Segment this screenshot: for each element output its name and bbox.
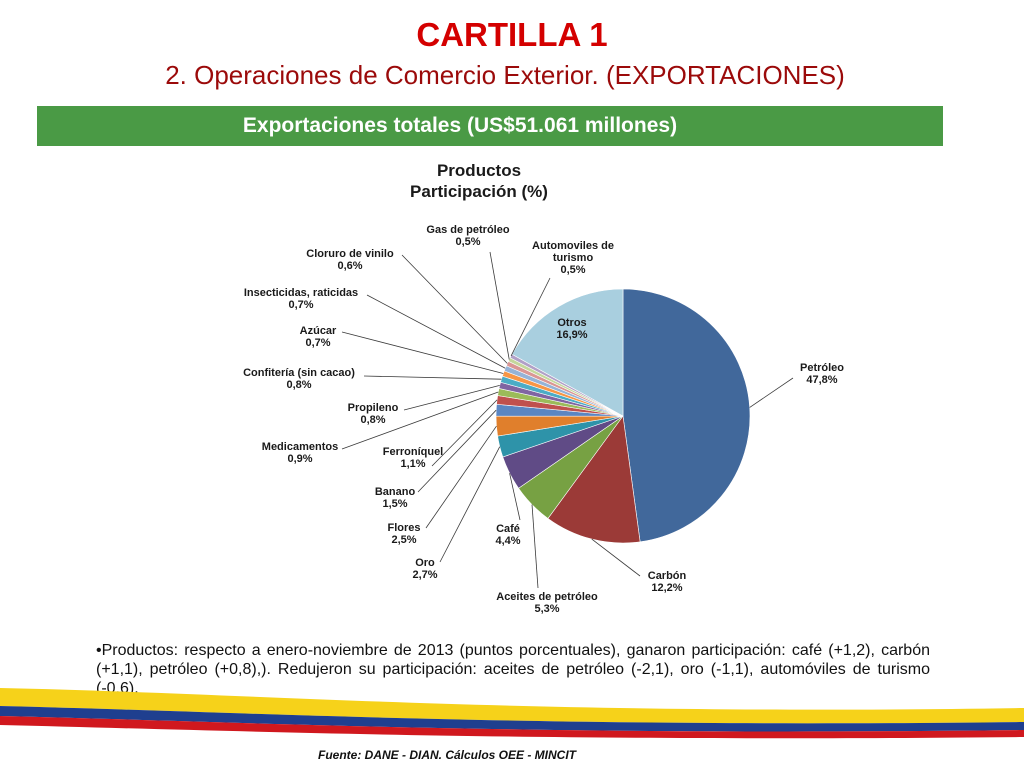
leader-line bbox=[509, 473, 521, 521]
leader-line bbox=[489, 251, 510, 360]
slice-label: Cloruro de vinilo bbox=[306, 248, 394, 260]
slice-label: Confitería (sin cacao) bbox=[243, 367, 355, 379]
leader-line bbox=[341, 391, 499, 450]
leader-line bbox=[341, 331, 504, 374]
leader-line bbox=[439, 446, 501, 563]
slice-label: Aceites de petróleo bbox=[496, 591, 598, 603]
slice-label: Medicamentos bbox=[262, 441, 338, 453]
slice-label: Insecticidas, raticidas bbox=[244, 287, 358, 299]
pie-slice bbox=[547, 415, 641, 544]
slice-value-label: 5,3% bbox=[534, 603, 559, 615]
slice-label: Propileno bbox=[348, 402, 399, 414]
slice-value-label: 0,8% bbox=[286, 379, 311, 391]
slice-value-label: 1,1% bbox=[400, 458, 425, 470]
source-note: Fuente: DANE - DIAN. Cálculos OEE - MINC… bbox=[318, 748, 577, 762]
leader-line bbox=[425, 425, 497, 529]
leader-line bbox=[510, 277, 551, 357]
slice-label: Gas de petróleo bbox=[426, 224, 509, 236]
slice-label: turismo bbox=[553, 252, 594, 264]
leader-line bbox=[401, 254, 508, 364]
slice-value-label: 2,7% bbox=[412, 569, 437, 581]
slice-value-label: 0,8% bbox=[360, 414, 385, 426]
pie-slice bbox=[622, 288, 751, 543]
slice-value-label: 1,5% bbox=[382, 498, 407, 510]
slice-value-label: 4,4% bbox=[495, 535, 520, 547]
leader-line bbox=[403, 384, 500, 411]
slice-value-label: 0,6% bbox=[337, 260, 362, 272]
leader-line bbox=[363, 375, 502, 380]
flag-stripe-yellow bbox=[0, 688, 1024, 724]
leader-line bbox=[531, 504, 539, 589]
slide-subtitle: 2. Operaciones de Comercio Exterior. (EX… bbox=[165, 60, 845, 90]
slice-value-label: 2,5% bbox=[391, 534, 416, 546]
total-exports-banner: Exportaciones totales (US$51.061 millone… bbox=[37, 106, 943, 146]
slice-label: Otros bbox=[557, 317, 586, 329]
slice-value-label: 47,8% bbox=[806, 374, 837, 386]
slice-label: Banano bbox=[375, 486, 416, 498]
slice-label: Carbón bbox=[648, 570, 687, 582]
chart-title: Productos bbox=[437, 161, 521, 180]
banner-label: Exportaciones totales (US$51.061 millone… bbox=[242, 114, 678, 137]
leader-line bbox=[366, 294, 506, 369]
slide-title: CARTILLA 1 bbox=[416, 16, 608, 53]
slice-label: Oro bbox=[415, 557, 435, 569]
pie-slice bbox=[511, 288, 624, 417]
leader-line bbox=[431, 399, 498, 467]
slice-label: Café bbox=[496, 523, 520, 535]
leader-line bbox=[417, 409, 497, 493]
slice-label: Ferroníquel bbox=[383, 446, 444, 458]
slice-value-label: 0,5% bbox=[455, 236, 480, 248]
flag-stripe-red bbox=[0, 716, 1024, 739]
leader-line bbox=[749, 377, 794, 408]
flag-stripe-blue bbox=[0, 706, 1024, 732]
chart-subtitle: Participación (%) bbox=[410, 182, 548, 201]
slice-value-label: 0,7% bbox=[305, 337, 330, 349]
slice-value-label: 0,7% bbox=[288, 299, 313, 311]
slice-label: Automoviles de bbox=[532, 240, 614, 252]
slice-label: Azúcar bbox=[300, 325, 337, 337]
slice-value-label: 12,2% bbox=[651, 582, 682, 594]
slice-value-label: 0,9% bbox=[287, 453, 312, 465]
slice-value-label: 0,5% bbox=[560, 264, 585, 276]
slice-label: Flores bbox=[387, 522, 420, 534]
slice-label: Petróleo bbox=[800, 362, 844, 374]
leader-line bbox=[591, 538, 641, 577]
slice-value-label: 16,9% bbox=[556, 329, 587, 341]
